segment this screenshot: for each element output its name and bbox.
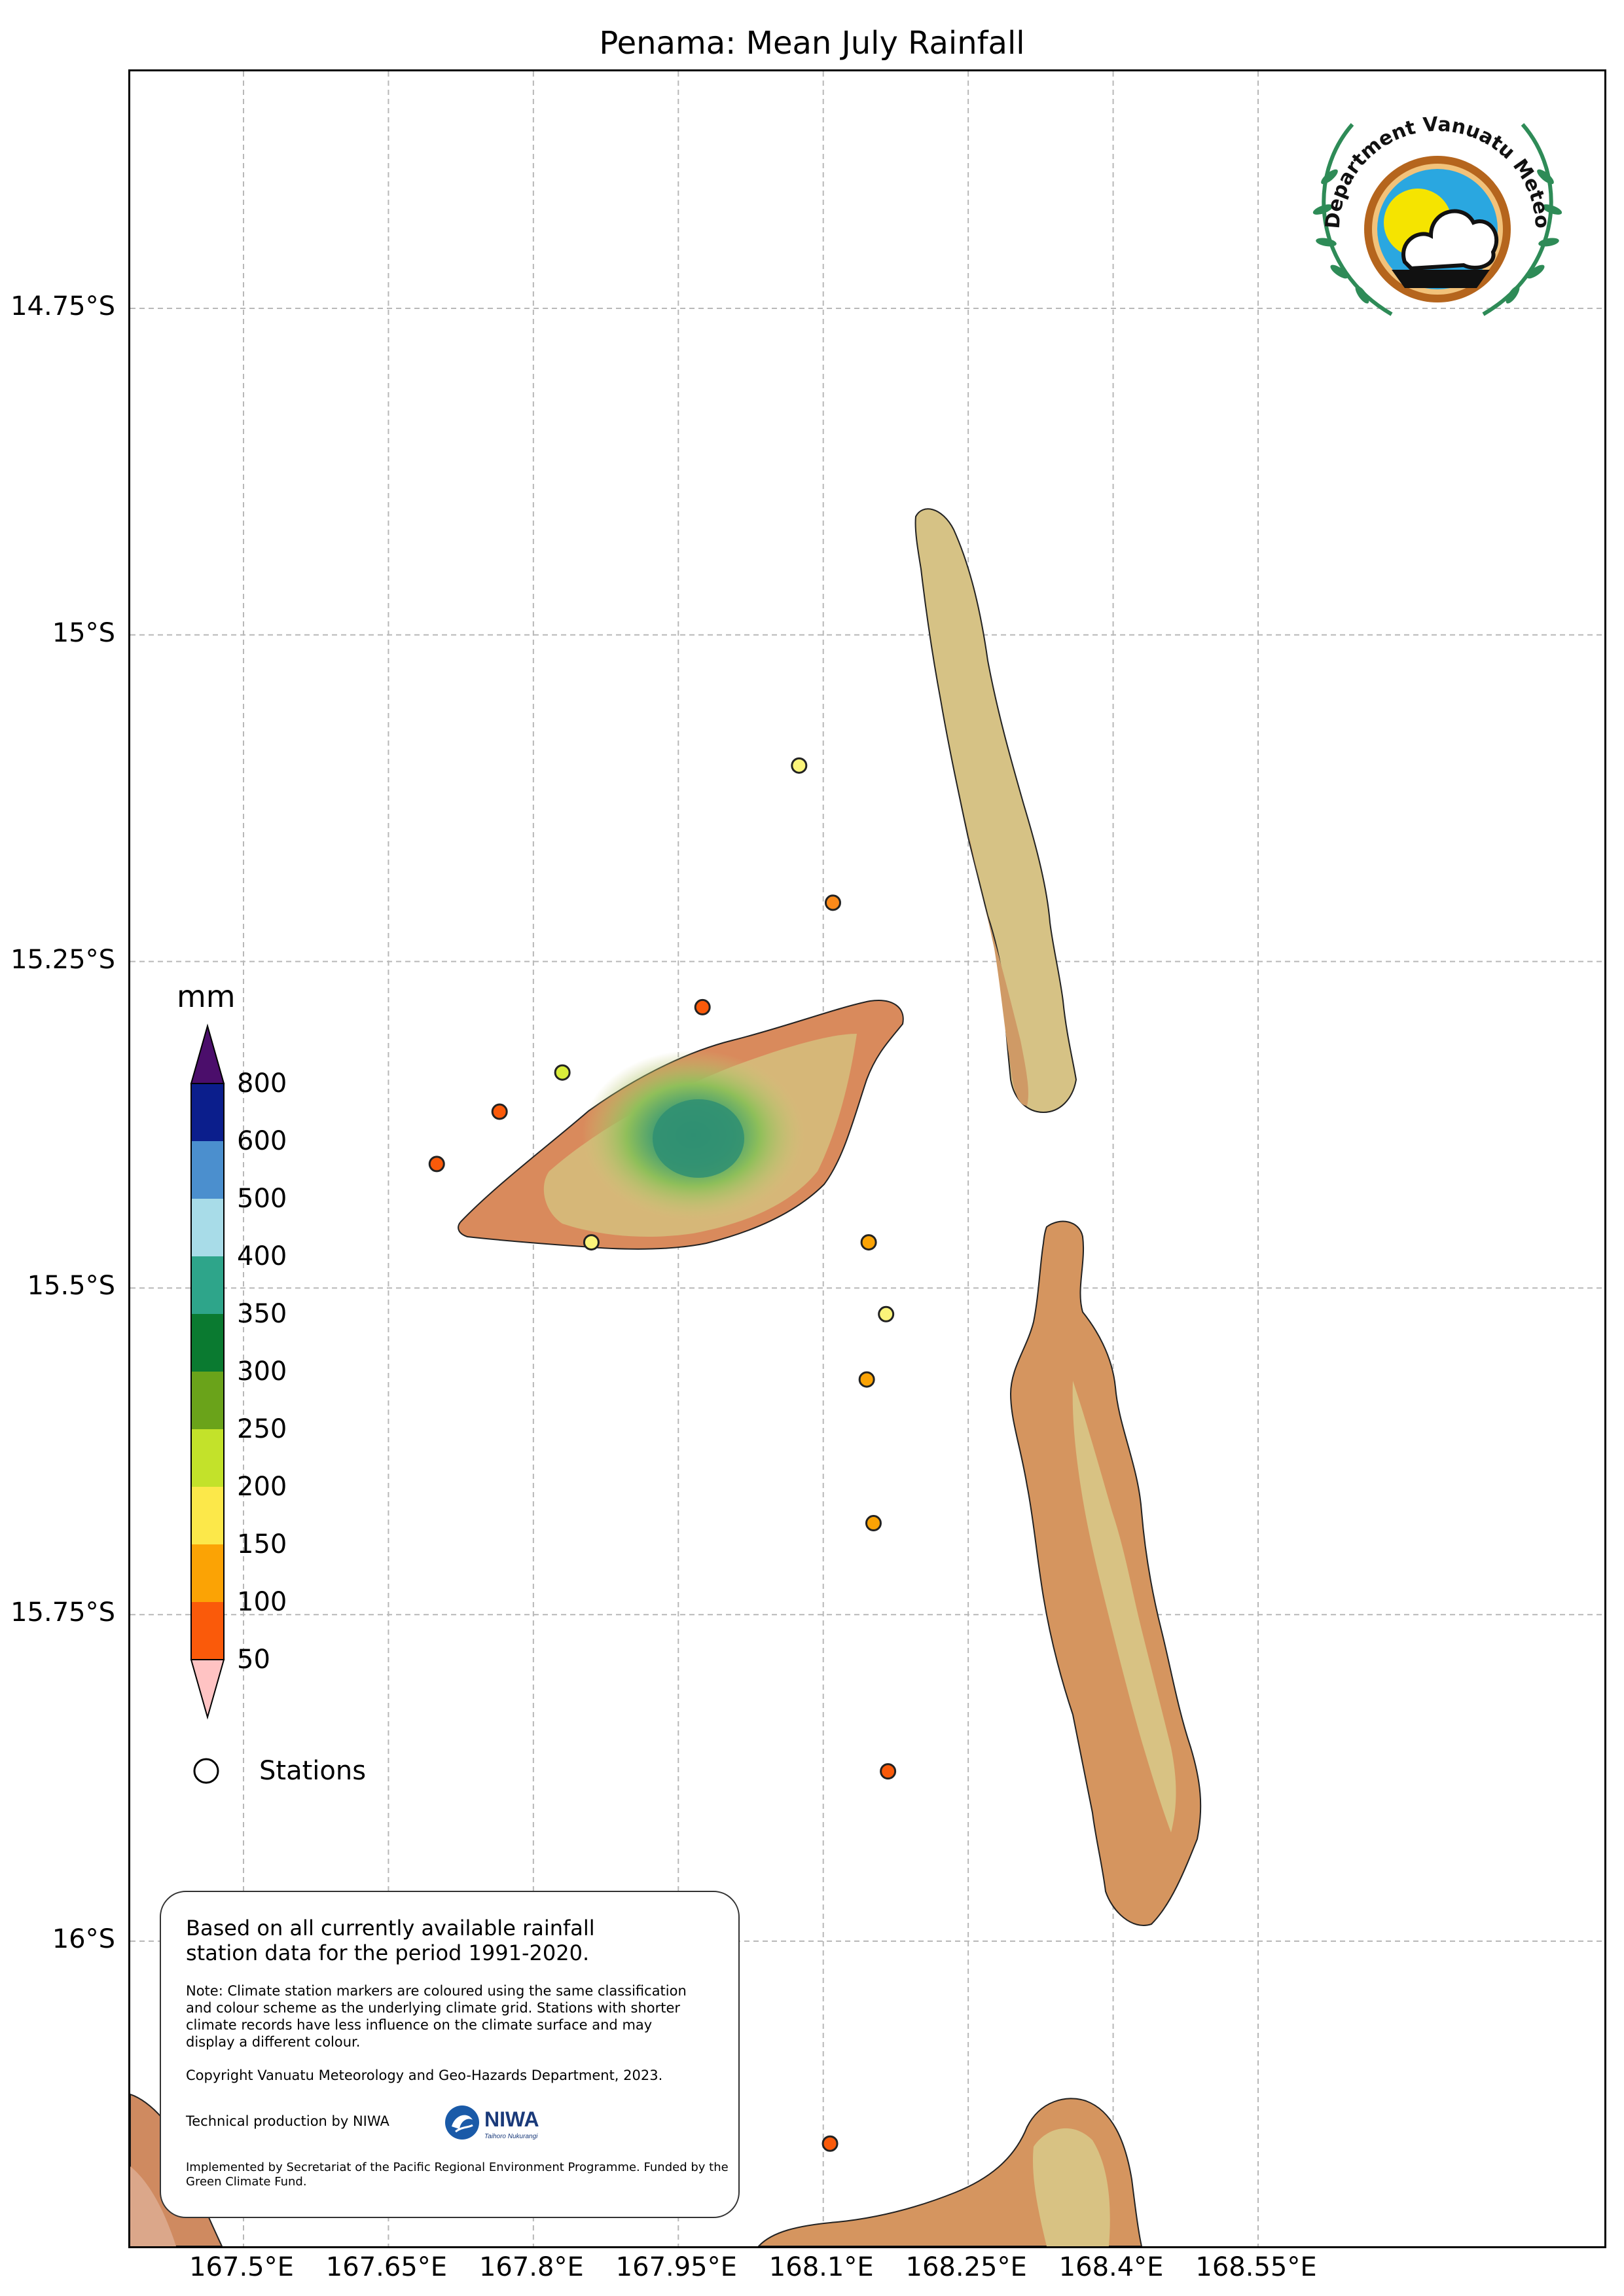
legend-tick-label-7: 200 xyxy=(237,1472,287,1502)
station-marker-1 xyxy=(824,894,841,911)
colorbar-segment-3 xyxy=(191,1256,224,1314)
info-note-text: Note: Climate station markers are colour… xyxy=(186,1983,687,2050)
colorbar-segment-4 xyxy=(191,1314,224,1372)
island-ambrym-fragment xyxy=(757,2098,1143,2246)
info-copyright: Copyright Vanuatu Meteorology and Geo-Ha… xyxy=(186,2068,663,2083)
colorbar-segment-0 xyxy=(191,1084,224,1141)
lat-tick-label-4: 15.75°S xyxy=(10,1597,115,1628)
lat-tick-label-0: 14.75°S xyxy=(10,291,115,321)
station-marker-9 xyxy=(858,1371,875,1388)
map-title: Penama: Mean July Rainfall xyxy=(599,25,1025,62)
island-ambae xyxy=(458,1000,904,1250)
legend-tick-label-9: 100 xyxy=(237,1587,287,1617)
colorbar-under-extension xyxy=(190,1659,225,1720)
legend-tick-label-0: 800 xyxy=(237,1068,287,1099)
lon-tick-label-5: 168.25°E xyxy=(905,2252,1027,2282)
colorbar-segment-8 xyxy=(191,1544,224,1602)
island-pentecost xyxy=(1009,1220,1202,1926)
colorbar-segment-1 xyxy=(191,1141,224,1199)
niwa-logo-tagline: Taihoro Nukurangi xyxy=(484,2133,538,2140)
station-marker-7 xyxy=(860,1234,877,1251)
station-marker-4 xyxy=(491,1103,508,1120)
station-marker-8 xyxy=(878,1305,895,1322)
colorbar-segment-5 xyxy=(191,1372,224,1429)
colorbar xyxy=(190,1023,225,1720)
graticule xyxy=(130,71,1604,2246)
lon-tick-label-6: 168.4°E xyxy=(1058,2252,1164,2282)
lat-tick-label-1: 15°S xyxy=(52,617,115,648)
colorbar-segment-6 xyxy=(191,1429,224,1487)
niwa-logo: NIWA Taihoro Nukurangi xyxy=(445,2105,539,2140)
legend-tick-label-8: 150 xyxy=(237,1529,287,1559)
lon-tick-label-2: 167.8°E xyxy=(478,2252,584,2282)
map-frame xyxy=(128,69,1606,2248)
lon-tick-label-3: 167.95°E xyxy=(615,2252,737,2282)
colorbar-over-extension xyxy=(190,1023,225,1084)
lon-tick-label-1: 167.65°E xyxy=(325,2252,448,2282)
niwa-logo-name: NIWA xyxy=(484,2107,539,2131)
legend-unit: mm xyxy=(177,979,236,1014)
info-implemented: Implemented by Secretariat of the Pacifi… xyxy=(186,2160,729,2189)
stations-legend-label: Stations xyxy=(259,1756,367,1786)
info-main-text: Based on all currently available rainfal… xyxy=(186,1916,595,1965)
lat-tick-label-3: 15.5°S xyxy=(27,1271,115,1302)
station-marker-11 xyxy=(880,1763,897,1780)
island-maewo xyxy=(914,508,1077,1114)
info-box: Based on all currently available rainfal… xyxy=(160,1891,740,2218)
vmgd-logo: Department Vanuatu Meteorology and Geo-H… xyxy=(1300,98,1562,316)
colorbar-segment-9 xyxy=(191,1602,224,1660)
legend-tick-label-4: 350 xyxy=(237,1299,287,1329)
legend-tick-label-1: 600 xyxy=(237,1126,287,1156)
legend-tick-label-10: 50 xyxy=(237,1645,270,1675)
lon-tick-label-7: 168.55°E xyxy=(1195,2252,1317,2282)
legend-tick-label-5: 300 xyxy=(237,1357,287,1387)
station-marker-12 xyxy=(821,2135,839,2152)
lat-tick-label-5: 16°S xyxy=(52,1924,115,1954)
station-marker-2 xyxy=(694,998,711,1015)
lon-tick-label-0: 167.5°E xyxy=(189,2252,294,2282)
colorbar-outline xyxy=(190,1083,225,1660)
legend-tick-label-3: 400 xyxy=(237,1241,287,1271)
station-marker-0 xyxy=(791,757,808,774)
legend: mm 800 600 500 400 350 300 250 200 150 100 50 Stat… xyxy=(177,979,439,1830)
station-marker-6 xyxy=(583,1234,600,1251)
stations-layer xyxy=(428,757,897,2152)
station-marker-10 xyxy=(865,1515,882,1532)
legend-tick-label-6: 250 xyxy=(237,1414,287,1444)
colorbar-segment-7 xyxy=(191,1487,224,1544)
station-marker-3 xyxy=(554,1064,571,1081)
lon-tick-label-4: 168.1°E xyxy=(768,2252,874,2282)
legend-tick-label-2: 500 xyxy=(237,1184,287,1214)
colorbar-segment-2 xyxy=(191,1199,224,1256)
info-technical: Technical production by NIWA xyxy=(186,2113,389,2129)
station-marker-key-icon xyxy=(193,1758,219,1784)
map-canvas xyxy=(130,71,1604,2246)
station-marker-5 xyxy=(428,1156,445,1173)
lat-tick-label-2: 15.25°S xyxy=(10,944,115,975)
